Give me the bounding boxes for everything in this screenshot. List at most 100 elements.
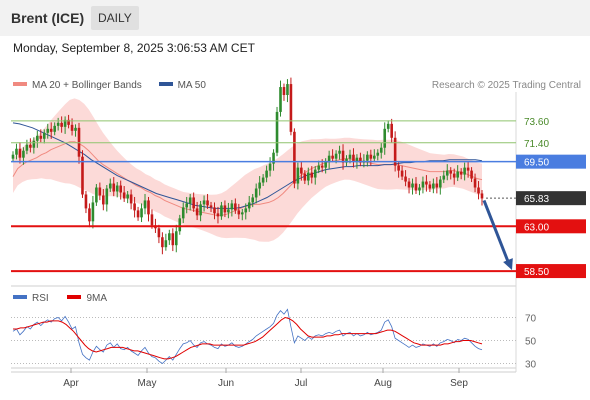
- timeframe-button[interactable]: DAILY: [91, 6, 139, 30]
- x-tick-label: Jul: [295, 378, 308, 389]
- candle-body: [164, 240, 168, 248]
- forecast-arrow-layer: [482, 199, 513, 271]
- candle-body: [258, 182, 261, 189]
- candle-body: [386, 123, 390, 129]
- candle-body: [268, 163, 272, 171]
- candle-body: [60, 122, 63, 127]
- candle-body: [49, 128, 53, 132]
- candle-body: [202, 200, 206, 205]
- candle-body: [188, 197, 192, 204]
- candle-body: [383, 128, 387, 148]
- candle-body: [359, 157, 362, 163]
- price-legend: MA 20 + Bollinger Bands MA 50: [13, 80, 206, 91]
- candle-body: [251, 197, 255, 203]
- candle-body: [435, 183, 439, 188]
- x-tick-label: Sep: [450, 378, 468, 389]
- candle-body: [459, 171, 463, 175]
- candle-body: [432, 183, 435, 189]
- candle-body: [300, 167, 303, 174]
- candle-body: [334, 153, 338, 159]
- candle-body: [237, 210, 241, 215]
- candle-body: [254, 188, 258, 198]
- candle-body: [470, 170, 473, 179]
- candle-body: [67, 119, 70, 125]
- ma9-swatch: [67, 295, 82, 300]
- credit-text: Research © 2025 Trading Central: [431, 80, 581, 91]
- candle-body: [331, 155, 334, 159]
- candle-body: [29, 144, 32, 148]
- instrument-title: Brent (ICE): [11, 10, 85, 26]
- candle-body: [157, 228, 161, 238]
- candle-body: [185, 203, 189, 208]
- candle-body: [473, 178, 477, 188]
- moving-average-layer: [12, 122, 483, 216]
- candle-body: [32, 140, 36, 148]
- candle-body: [223, 205, 227, 213]
- candle-body: [11, 154, 15, 159]
- candle-body: [140, 208, 143, 218]
- level-label-63-00: 63.00: [524, 222, 549, 233]
- candle-body: [317, 165, 321, 170]
- level-label-73-60: 73.60: [524, 117, 549, 128]
- candle-body: [456, 171, 459, 178]
- candle-body: [216, 213, 220, 217]
- level-tag-58-50: [516, 264, 586, 279]
- rsi-tick-label: 70: [525, 314, 537, 325]
- candle-body: [279, 87, 282, 112]
- forecast-arrow-head: [503, 258, 513, 271]
- candle-body: [404, 176, 407, 182]
- rsi-swatch: [13, 295, 27, 300]
- candle-body: [102, 195, 105, 205]
- candle-body: [366, 154, 369, 161]
- level-label-71-40: 71.40: [524, 139, 549, 150]
- candle-body: [272, 152, 275, 164]
- candle-body: [147, 200, 150, 215]
- candle-body: [445, 170, 449, 176]
- forecast-arrow-shaft: [482, 199, 511, 265]
- candle-body: [428, 184, 432, 189]
- candle-body: [39, 135, 43, 139]
- candle-body: [393, 137, 397, 166]
- candle-body: [84, 194, 88, 209]
- candle-body: [313, 169, 317, 178]
- candle-body: [56, 122, 60, 126]
- candle-body: [289, 84, 293, 132]
- candle-body: [122, 192, 126, 199]
- candle-body: [230, 203, 234, 210]
- candle-body: [178, 218, 182, 232]
- x-tick-label: May: [138, 378, 157, 389]
- candle-body: [247, 202, 251, 209]
- candle-body: [407, 181, 411, 188]
- level-tag-69-50: [516, 154, 586, 169]
- bollinger-swatch: [13, 82, 27, 87]
- candle-body: [136, 210, 140, 218]
- rsi-panel: 70 50 30: [11, 308, 537, 371]
- candle-body: [81, 156, 84, 195]
- candle-body: [36, 135, 39, 141]
- bollinger-legend: MA 20 + Bollinger Bands: [13, 80, 142, 91]
- candle-body: [376, 152, 380, 156]
- candle-body: [261, 177, 265, 183]
- ma50-swatch: [158, 82, 173, 87]
- candle-body: [181, 207, 185, 219]
- rsi-legend-item: RSI: [13, 293, 49, 304]
- candle-body: [240, 212, 244, 215]
- candle-body: [439, 179, 442, 188]
- candle-body: [115, 185, 119, 192]
- x-tick-label: Jun: [218, 378, 234, 389]
- candle-body: [327, 155, 331, 162]
- bollinger-legend-label: MA 20 + Bollinger Bands: [32, 80, 142, 91]
- ma50-legend: MA 50: [158, 80, 206, 91]
- candle-body: [341, 150, 345, 163]
- candle-body: [192, 197, 195, 209]
- candle-body: [25, 144, 29, 151]
- candle-body: [105, 188, 109, 205]
- candle-body: [275, 111, 279, 153]
- candle-body: [421, 181, 425, 188]
- candle-body: [352, 154, 355, 162]
- candle-body: [390, 123, 393, 138]
- bollinger-band-layer: [13, 98, 482, 242]
- candle-body: [338, 150, 341, 154]
- candle-body: [174, 231, 178, 246]
